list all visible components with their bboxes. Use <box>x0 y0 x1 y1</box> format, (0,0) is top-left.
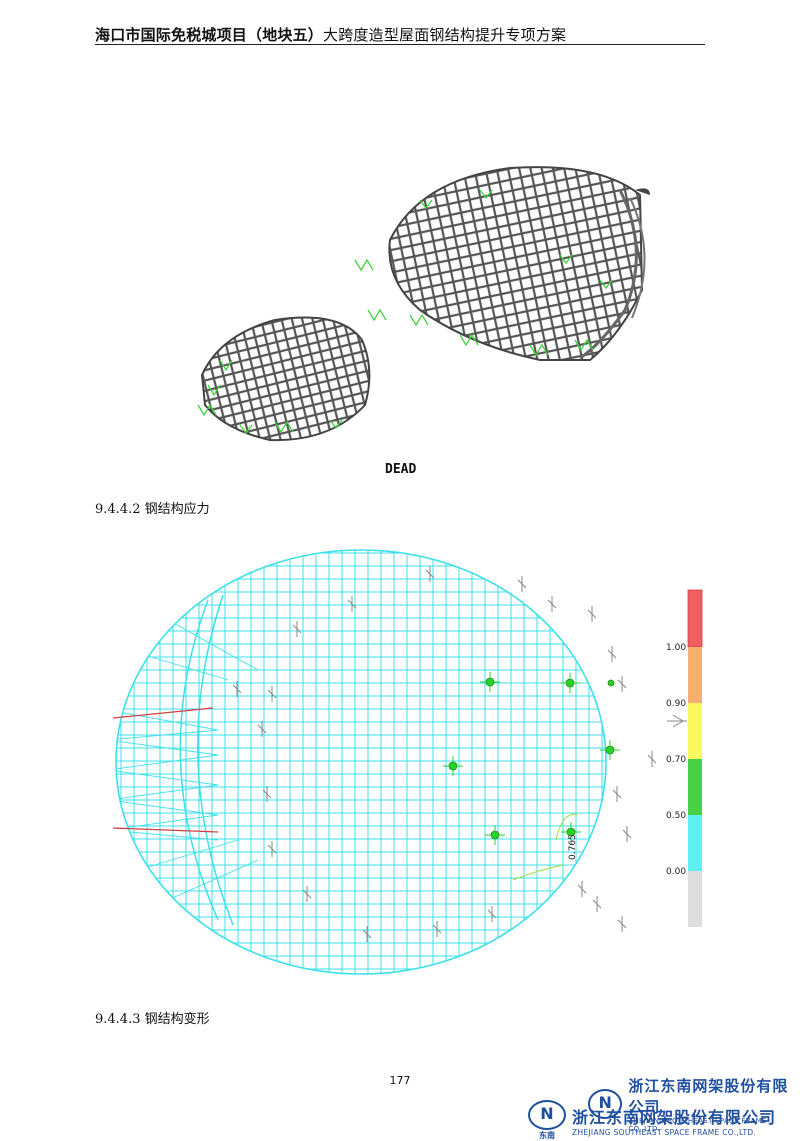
legend-tick-4: 0.50 <box>666 811 686 821</box>
company-name-cn: 浙江东南网架股份有限公司 <box>572 1108 777 1127</box>
figure-caption-dead: DEAD <box>385 462 417 477</box>
legend-tick-3: 0.70 <box>666 755 686 765</box>
company-mark-icon: N <box>528 1100 566 1130</box>
legend-tick-1: 1.00 <box>666 643 686 653</box>
company-logo-1: N 浙江东南网架股份有限公司 ZHEJIANG SOUTHEAST SPACE … <box>588 1075 800 1133</box>
section-heading-steel-stress: 9.4.4.2 钢结构应力 <box>95 502 210 517</box>
header-title-bold: 海口市国际免税城项目（地块五） <box>95 26 324 44</box>
document-header-title: 海口市国际免税城项目（地块五）大跨度造型屋面钢结构提升专项方案 <box>95 24 566 45</box>
company-name-en: ZHEJIANG SOUTHEAST SPACE FRAME CO.,LTD. <box>628 1117 767 1133</box>
stress-ratio-plan-figure: 0.765 1.00 0.90 0.70 0.50 0.00 <box>112 549 703 975</box>
stress-annotation-value: 0.765 <box>568 834 578 860</box>
company-logo-2: N 东南 浙江东南网架股份有限公司 ZHEJIANG SOUTHEAST SPA… <box>528 1100 776 1141</box>
header-title-rest: 大跨度造型屋面钢结构提升专项方案 <box>323 26 567 44</box>
legend-tick-2: 0.90 <box>666 699 686 709</box>
legend-tick-5: 0.00 <box>666 867 686 877</box>
section-heading-steel-deformation: 9.4.4.3 钢结构变形 <box>95 1012 210 1027</box>
dead-load-structure-figure <box>197 166 650 442</box>
stress-legend: 1.00 0.90 0.70 0.50 0.00 <box>666 589 703 927</box>
company-mark-icon: N <box>588 1089 623 1119</box>
page-number: 177 <box>389 1074 411 1087</box>
company-name-cn: 浙江东南网架股份有限公司 <box>628 1077 789 1116</box>
company-name-en: ZHEJIANG SOUTHEAST SPACE FRAME CO.,LTD. <box>572 1128 757 1137</box>
header-rule <box>95 44 705 45</box>
